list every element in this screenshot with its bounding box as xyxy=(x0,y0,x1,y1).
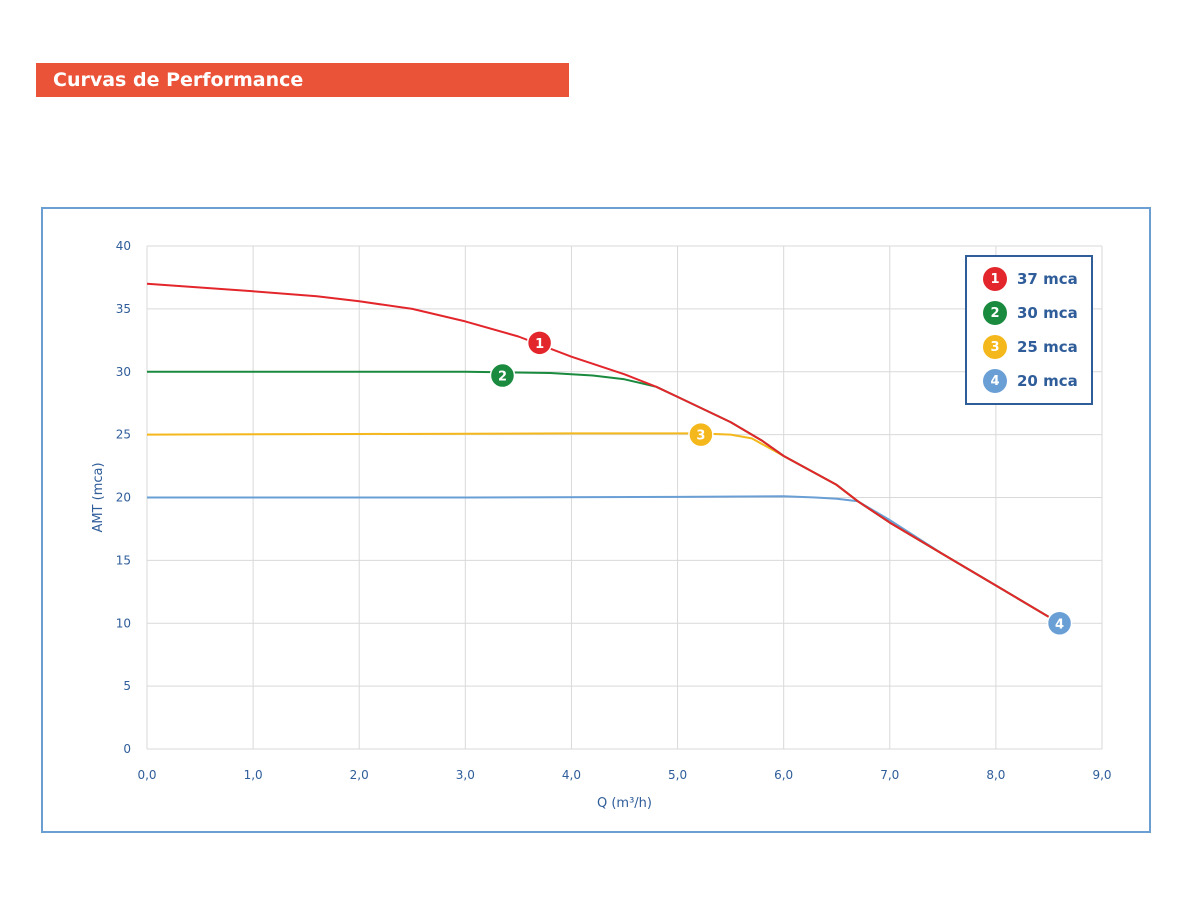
legend-item-3: 3 25 mca xyxy=(983,333,1078,361)
section-title: Curvas de Performance xyxy=(36,63,569,97)
series-marker-4 xyxy=(1046,610,1073,636)
legend-item-4: 4 20 mca xyxy=(983,367,1078,395)
series-line-4 xyxy=(147,495,1061,625)
x-tick-label: 9,0 xyxy=(1092,768,1111,782)
legend-marker: 4 xyxy=(983,369,1007,393)
series-line-3 xyxy=(146,432,1061,625)
series-marker-label: 4 xyxy=(1055,617,1064,632)
legend-marker: 3 xyxy=(983,335,1007,359)
x-tick-label: 5,0 xyxy=(668,768,687,782)
legend-item-1: 1 37 mca xyxy=(983,265,1078,293)
series-line-1 xyxy=(146,282,1061,625)
series-marker-3 xyxy=(688,421,714,448)
y-tick-label: 0 xyxy=(123,742,131,756)
x-tick-label: 8,0 xyxy=(986,768,1005,782)
y-tick-label: 5 xyxy=(123,679,131,693)
series-marker-2 xyxy=(489,362,516,389)
series-marker-label: 2 xyxy=(498,370,507,385)
chart-frame xyxy=(41,207,1151,833)
y-tick-label: 10 xyxy=(116,616,131,630)
legend-label: 20 mca xyxy=(1017,372,1078,390)
legend-item-2: 2 30 mca xyxy=(983,299,1078,327)
x-tick-label: 6,0 xyxy=(774,768,793,782)
y-tick-label: 40 xyxy=(116,239,131,253)
legend-label: 37 mca xyxy=(1017,270,1078,288)
x-tick-label: 1,0 xyxy=(244,768,263,782)
x-tick-label: 3,0 xyxy=(456,768,475,782)
legend-marker: 1 xyxy=(983,267,1007,291)
y-axis-label: AMT (mca) xyxy=(91,462,106,532)
y-tick-label: 20 xyxy=(116,491,131,505)
x-tick-label: 2,0 xyxy=(350,768,369,782)
series-marker-1 xyxy=(526,330,553,356)
x-tick-label: 4,0 xyxy=(562,768,581,782)
legend-marker: 2 xyxy=(983,301,1007,325)
x-axis-label: Q (m³/h) xyxy=(597,796,652,811)
series-marker-label: 3 xyxy=(696,429,705,444)
series-marker-label: 1 xyxy=(535,337,544,352)
legend-label: 25 mca xyxy=(1017,338,1078,356)
y-tick-label: 30 xyxy=(116,365,131,379)
x-tick-label: 0,0 xyxy=(137,768,156,782)
chart-legend: 1 37 mca 2 30 mca 3 25 mca 4 20 mca xyxy=(965,255,1093,405)
y-tick-label: 25 xyxy=(116,428,131,442)
y-tick-label: 35 xyxy=(116,302,131,316)
y-tick-label: 15 xyxy=(116,553,131,567)
legend-label: 30 mca xyxy=(1017,304,1078,322)
x-tick-label: 7,0 xyxy=(880,768,899,782)
